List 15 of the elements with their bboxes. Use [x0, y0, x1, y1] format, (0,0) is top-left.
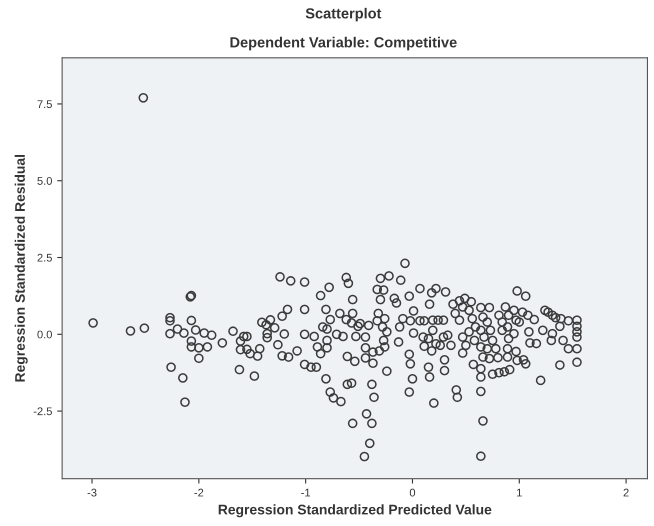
x-tick-label: 0 — [410, 488, 416, 497]
x-tick-label: 2 — [624, 488, 629, 496]
x-tick-label: -3 — [88, 488, 96, 497]
chart-subtitle: Dependent Variable: Competitive — [230, 36, 457, 50]
x-tick-label: 1 — [517, 488, 522, 496]
y-tick-label: 5.0 — [37, 176, 52, 185]
y-axis-title: Regression Standardized Residual — [14, 155, 28, 382]
y-tick-label: 2.5 — [38, 254, 52, 262]
y-tick-label: 7.5 — [38, 100, 52, 108]
y-tick-label: 0.0 — [37, 330, 52, 338]
chart-title: Scatterplot — [306, 8, 382, 22]
x-tick-label: -1 — [301, 488, 310, 496]
x-axis-title: Regression Standardized Predicted Value — [218, 504, 492, 518]
x-tick-label: -2 — [194, 488, 204, 496]
y-tick-label: -2.5 — [34, 407, 52, 416]
